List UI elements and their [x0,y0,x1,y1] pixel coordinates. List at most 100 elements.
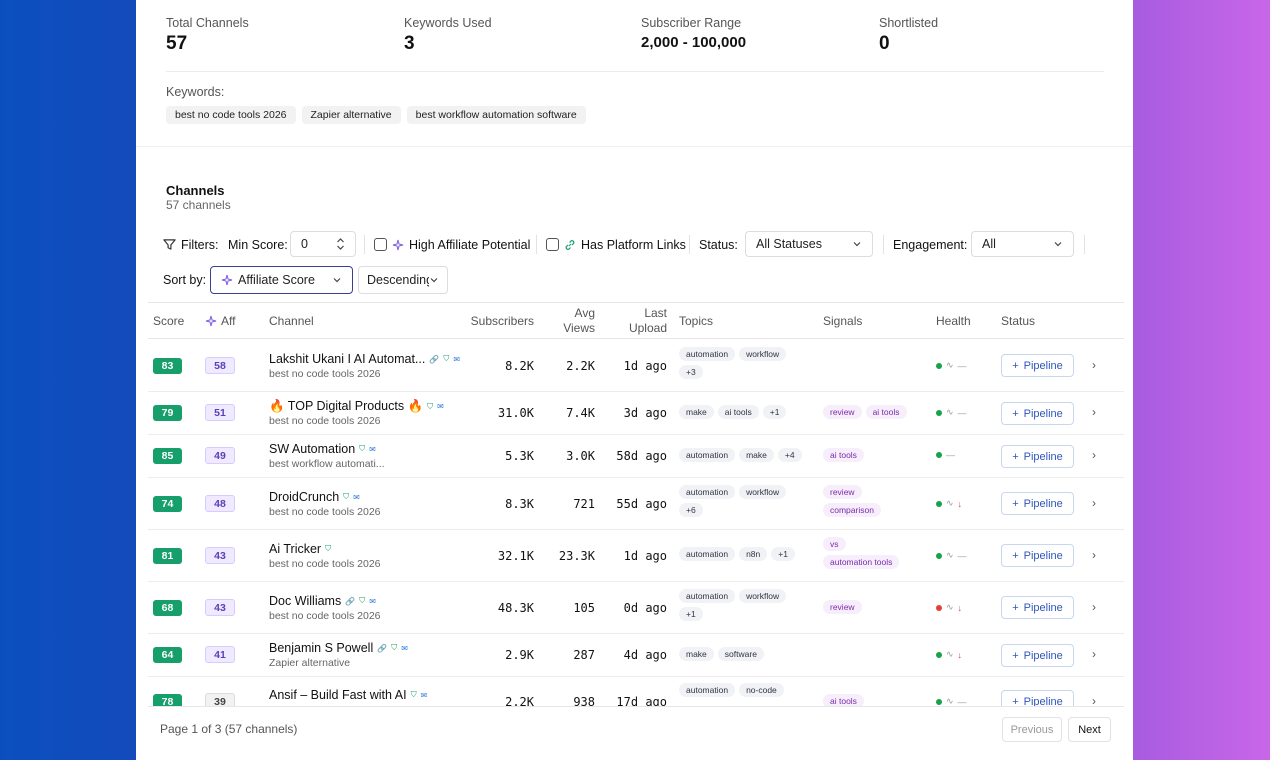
chevron-right-icon[interactable]: › [1092,548,1096,562]
signal-tag: review [823,405,862,419]
table-row[interactable]: 85 49 SW Automation ⛉ ✉ best workflow au… [148,435,1124,478]
chevron-right-icon[interactable]: › [1092,358,1096,372]
signal-tag: ai tools [865,405,907,419]
stat-value: 3 [404,33,415,54]
stat-label: Shortlisted [879,16,939,30]
topics-list: automation n8n +1 [679,547,809,561]
add-to-pipeline-button[interactable]: + Pipeline [1001,544,1074,567]
next-page-button[interactable]: Next [1068,717,1111,742]
topic-tag: software [717,647,764,661]
engagement-select[interactable]: All [971,231,1074,257]
shield-icon: ⛉ [325,544,332,553]
filter-bar: Filters: Min Score: 0 High Affiliate Pot… [163,231,1103,258]
add-to-pipeline-button[interactable]: + Pipeline [1001,402,1074,425]
high-affiliate-checkbox[interactable]: High Affiliate Potential [374,231,530,258]
topics-list: make software [679,647,809,661]
affiliate-score-badge: 48 [205,495,235,512]
checkbox[interactable] [374,238,387,251]
checkbox[interactable] [546,238,559,251]
col-aff[interactable]: Aff [205,303,235,339]
signal-tag: review [823,600,862,614]
health-trend: ↓ [957,649,963,660]
divider [364,235,365,254]
signals-list: review comparison [823,485,903,517]
min-score-stepper[interactable]: 0 [290,231,356,257]
add-to-pipeline-button[interactable]: + Pipeline [1001,492,1074,515]
plus-icon: + [1012,601,1019,614]
channel-name[interactable]: Lakshit Ukani I AI Automat... 🔗 ⛉ ✉ [269,352,460,366]
table-row[interactable]: 78 39 Ansif – Build Fast with AI ⛉ ✉ 2.2… [148,677,1124,706]
add-to-pipeline-button[interactable]: + Pipeline [1001,354,1074,377]
col-subscribers[interactable]: Subscribers [470,314,534,328]
topics-list: automation workflow +6 [679,485,809,517]
channel-name[interactable]: Doc Williams 🔗 ⛉ ✉ [269,594,376,608]
signals-list: vs automation tools [823,537,923,569]
previous-page-button[interactable]: Previous [1002,717,1062,742]
channel-name[interactable]: Benjamin S Powell 🔗 ⛉ ✉ [269,641,408,655]
add-to-pipeline-button[interactable]: + Pipeline [1001,445,1074,468]
chevron-right-icon[interactable]: › [1092,600,1096,614]
topic-tag: make [679,647,714,661]
pipeline-label: Pipeline [1023,497,1063,510]
status-label: Status: [699,237,738,252]
score-badge: 85 [153,448,182,464]
topic-tag: workflow [739,347,787,361]
affiliate-score-badge: 58 [205,357,235,374]
topic-tag: no-code [739,683,784,697]
shield-icon: ⛉ [410,690,417,699]
table-row[interactable]: 64 41 Benjamin S Powell 🔗 ⛉ ✉ Zapier alt… [148,634,1124,677]
channel-name[interactable]: SW Automation ⛉ ✉ [269,442,376,456]
pipeline-label: Pipeline [1023,601,1063,614]
channel-name[interactable]: 🔥 TOP Digital Products 🔥 ⛉ ✉ [269,399,444,414]
add-to-pipeline-button[interactable]: + Pipeline [1001,690,1074,706]
chevron-right-icon[interactable]: › [1092,647,1096,661]
chevron-right-icon[interactable]: › [1092,405,1096,419]
col-avg-views[interactable]: Avg Views [553,303,595,339]
pipeline-label: Pipeline [1023,549,1063,562]
sort-order-select[interactable]: Descending [358,266,448,294]
channel-name-text: SW Automation [269,442,356,456]
channel-name[interactable]: Ai Tricker ⛉ [269,542,331,556]
add-to-pipeline-button[interactable]: + Pipeline [1001,644,1074,667]
table-row[interactable]: 83 58 Lakshit Ukani I AI Automat... 🔗 ⛉ … [148,340,1124,392]
stat-label: Keywords Used [404,16,492,30]
avg-views-value: 287 [573,648,595,662]
signal-tag: vs [823,537,846,551]
chevron-right-icon[interactable]: › [1092,496,1096,510]
col-last-upload-line2: Upload [628,321,667,335]
stat-label: Total Channels [166,16,249,30]
avg-views-value: 105 [573,601,595,615]
col-channel[interactable]: Channel [269,314,314,328]
topic-tag: +1 [762,405,787,419]
score-badge: 64 [153,647,182,663]
table-row[interactable]: 68 43 Doc Williams 🔗 ⛉ ✉ best no code to… [148,582,1124,634]
avg-views-value: 23.3K [558,549,595,563]
channels-count: 57 channels [166,198,231,212]
status-select[interactable]: All Statuses [745,231,873,257]
subscribers-value: 2.9K [505,648,534,662]
order-value: Descending [367,273,429,287]
table-row[interactable]: 81 43 Ai Tricker ⛉ best no code tools 20… [148,530,1124,582]
last-upload-value: 1d ago [623,359,667,373]
chevron-right-icon[interactable]: › [1092,694,1096,706]
min-score-label: Min Score: [228,237,288,252]
chevron-right-icon[interactable]: › [1092,448,1096,462]
col-last-upload[interactable]: Last Upload [618,303,667,339]
pipeline-label: Pipeline [1023,695,1063,707]
stepper-arrows-icon[interactable] [336,237,345,251]
col-score[interactable]: Score [153,314,185,328]
table-row[interactable]: 74 48 DroidCrunch ⛉ ✉ best no code tools… [148,478,1124,530]
channel-name[interactable]: Ansif – Build Fast with AI ⛉ ✉ [269,688,427,702]
table-row[interactable]: 79 51 🔥 TOP Digital Products 🔥 ⛉ ✉ best … [148,392,1124,435]
chevron-down-icon [430,278,438,283]
keyword-chip: best no code tools 2026 [166,106,296,124]
topic-tag: automation [679,448,736,462]
platform-links-checkbox[interactable]: Has Platform Links [546,231,686,258]
add-to-pipeline-button[interactable]: + Pipeline [1001,596,1074,619]
plus-icon: + [1012,649,1019,662]
chevron-down-icon [1054,242,1062,247]
channel-name[interactable]: DroidCrunch ⛉ ✉ [269,490,360,504]
channels-title: Channels [166,183,225,198]
channel-name-text: Ai Tricker [269,542,322,556]
sort-by-select[interactable]: Affiliate Score [210,266,353,294]
